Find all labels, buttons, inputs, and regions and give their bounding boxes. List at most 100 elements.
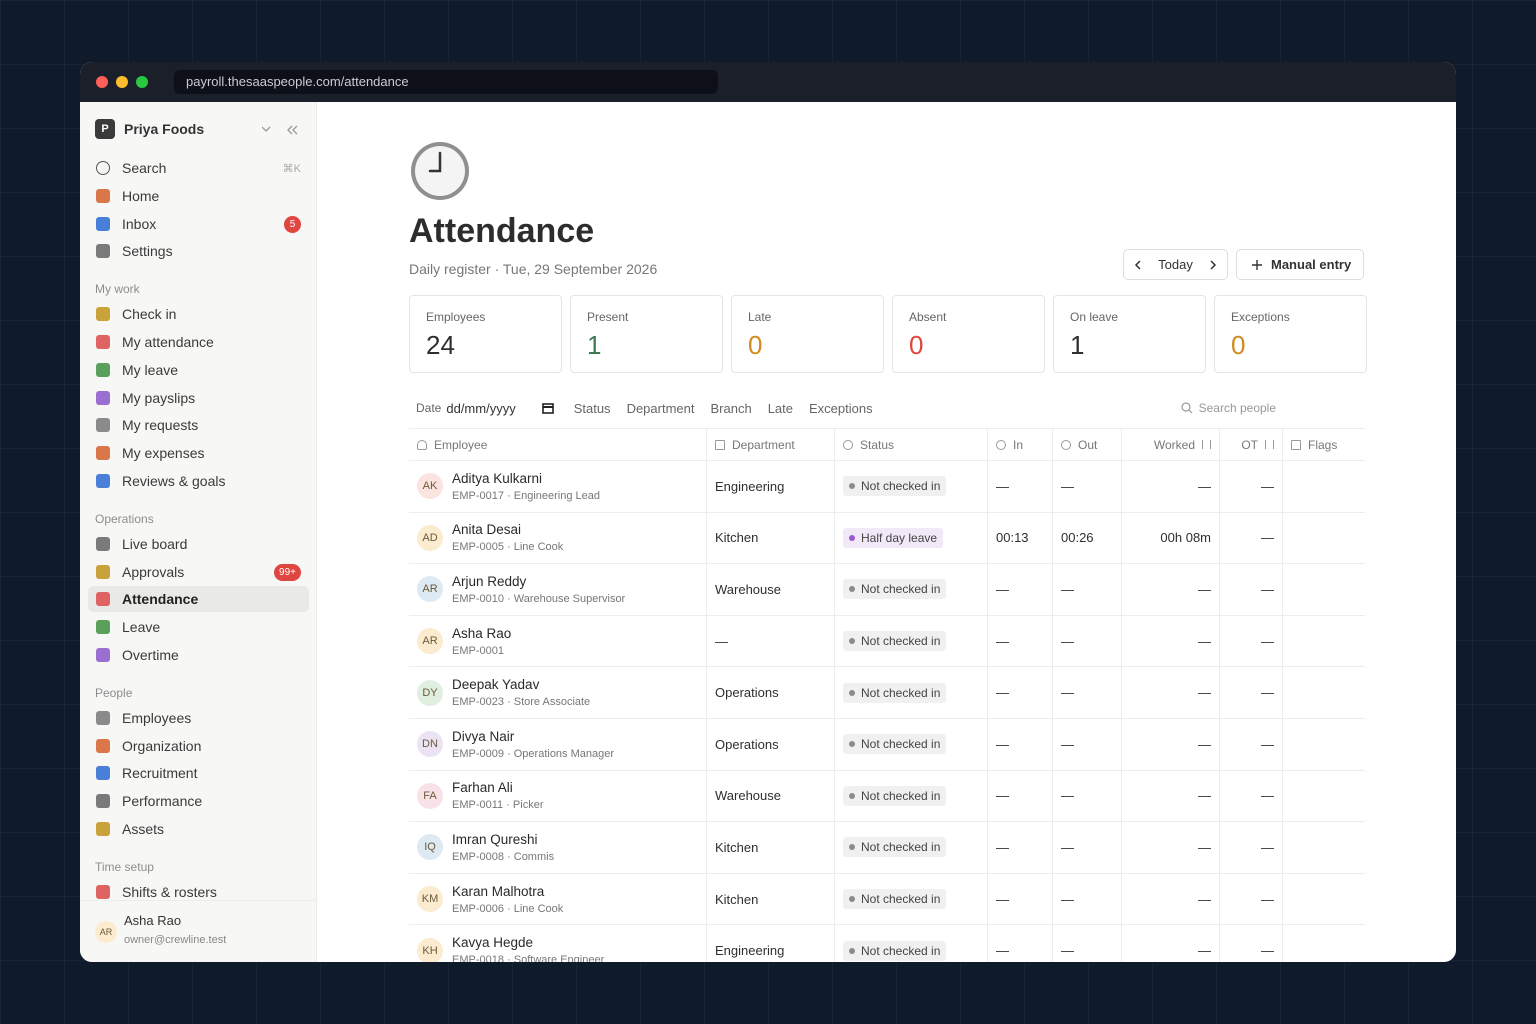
sidebar-controls[interactable] [262, 124, 302, 136]
filter[interactable]: Status [573, 400, 611, 416]
time-ot: — [1220, 822, 1283, 873]
workspace-icon: P [95, 119, 115, 139]
nav-item[interactable]: Overtime [88, 642, 309, 668]
column-header[interactable]: Out [1053, 429, 1122, 460]
time-out: — [1053, 564, 1122, 615]
time-out: — [1053, 718, 1122, 770]
stat-label: Employees [426, 310, 486, 324]
flags [1283, 513, 1365, 564]
employee-name: Aditya Kulkarni [452, 470, 543, 486]
avatar: DY [417, 679, 443, 706]
calendar-icon[interactable] [541, 402, 554, 414]
table-row[interactable]: FA Farhan Ali EMP-0011 · Picker Warehouse No… [409, 770, 1365, 823]
time-worked: — [1122, 615, 1220, 667]
time-in: 00:13 [988, 512, 1053, 564]
search-people[interactable]: Search people [1181, 401, 1276, 415]
manual-entry-button[interactable]: Manual entry [1236, 249, 1364, 280]
nav-label: Check in [122, 306, 177, 323]
table-row[interactable]: DN Divya Nair EMP-0009 · Operations Manage… [409, 718, 1365, 771]
badge: 99+ [274, 563, 301, 581]
nav-item[interactable]: Inbox 5 [88, 211, 309, 237]
nav-item[interactable]: Shifts & rosters [88, 879, 309, 905]
flags [1283, 771, 1365, 822]
nav-item[interactable]: Search ⌘K [88, 155, 309, 181]
employee-cell: DN Divya Nair EMP-0009 · Operations Manage… [409, 718, 707, 770]
next[interactable] [1209, 259, 1217, 270]
stat-label: Absent [909, 310, 947, 324]
table-row[interactable]: KH Kavya Hegde EMP-0018 · Software Enginee… [409, 925, 1365, 962]
time-out: — [1053, 615, 1122, 667]
column-header[interactable]: Worked [1122, 429, 1220, 460]
nav-item[interactable]: Leave [88, 614, 309, 640]
nav-item[interactable]: Settings [88, 238, 309, 264]
employee-detail: EMP-0018 · Software Engineer [452, 954, 605, 962]
column-header[interactable]: Employee [409, 429, 707, 460]
time-worked: — [1122, 461, 1220, 512]
column-label: Worked [1153, 437, 1195, 452]
workspace[interactable]: P Priya Foods [95, 119, 204, 139]
prev[interactable] [1134, 259, 1142, 270]
nav-item[interactable]: Reviews & goals [88, 468, 309, 494]
nav-item[interactable]: My leave [88, 357, 309, 383]
nav-item[interactable]: Organization [88, 733, 309, 759]
employee-name: Asha Rao [452, 625, 512, 641]
status-label: Not checked in [861, 892, 941, 907]
department: Operations [707, 667, 835, 718]
column-header[interactable]: Status [835, 429, 988, 460]
filter[interactable]: Late [767, 400, 793, 416]
user-card[interactable]: AR Asha Rao owner@crewline.test [80, 900, 316, 962]
status-dot [849, 741, 855, 748]
close[interactable] [96, 76, 108, 88]
time-worked: — [1122, 873, 1220, 925]
table-row[interactable]: IQ Imran Qureshi EMP-0008 · Commis Kitchen N… [409, 822, 1365, 874]
column-header[interactable]: OT [1220, 429, 1283, 460]
today[interactable]: Today [1158, 257, 1193, 272]
time-worked: 00h 08m [1122, 512, 1220, 564]
nav-label: Employees [122, 709, 192, 726]
nav-item[interactable]: Assets [88, 816, 309, 842]
nav-label: Overtime [122, 647, 179, 663]
filter[interactable]: Department [626, 400, 695, 416]
maximize[interactable] [136, 76, 148, 88]
address-bar[interactable]: payroll.thesaaspeople.com/attendance [174, 70, 718, 94]
table-row[interactable]: DY Deepak Yadav EMP-0023 · Store Associate… [409, 667, 1365, 719]
date-input[interactable]: dd/mm/yyyy [446, 400, 516, 416]
nav-item[interactable]: Check in [88, 301, 309, 327]
nav-item[interactable]: Performance [88, 788, 309, 814]
nav-item[interactable]: Approvals 99+ [88, 559, 309, 585]
nav-item[interactable]: Attendance [88, 586, 309, 613]
nav-item[interactable]: Recruitment [88, 760, 309, 786]
employee-cell: AR Asha Rao EMP-0001 [409, 615, 707, 667]
table-row[interactable]: AK Aditya Kulkarni EMP-0017 · Engineering … [409, 461, 1365, 513]
user-avatar: AR [95, 921, 117, 943]
stat-card: Late 0 [731, 295, 884, 373]
nav-item[interactable]: My payslips [88, 385, 309, 411]
manual-entry-label: Manual entry [1271, 257, 1352, 272]
status-label: Not checked in [861, 788, 941, 803]
nav-item[interactable]: Employees [88, 705, 309, 731]
table-row[interactable]: AD Anita Desai EMP-0005 · Line Cook Kitchen… [409, 512, 1365, 565]
filter[interactable]: Exceptions [809, 400, 873, 416]
column-header[interactable]: Department [707, 429, 835, 460]
time-in: — [988, 925, 1053, 962]
column-header[interactable]: Flags [1283, 429, 1365, 460]
nav-item[interactable]: My requests [88, 412, 309, 438]
flags [1283, 461, 1365, 512]
minimize[interactable] [116, 76, 128, 88]
table-row[interactable]: AR Arjun Reddy EMP-0010 · Warehouse Superv… [409, 564, 1365, 616]
nav-item[interactable]: My attendance [88, 329, 309, 355]
nav-icon [96, 188, 110, 203]
employee-name: Kavya Hegde [452, 935, 534, 951]
nav-item[interactable]: Home [88, 183, 309, 209]
filter[interactable]: Branch [710, 400, 752, 416]
nav-icon [96, 536, 110, 551]
table-row[interactable]: KM Karan Malhotra EMP-0006 · Line Cook Kitc… [409, 873, 1365, 926]
employee-info: Divya Nair EMP-0009 · Operations Manager [452, 729, 614, 760]
search-placeholder: Search people [1198, 401, 1276, 415]
column-header[interactable]: In [988, 429, 1053, 460]
nav-icon [96, 884, 110, 899]
table-row[interactable]: AR Asha Rao EMP-0001— Not checked in — — — — [409, 615, 1365, 668]
nav-item[interactable]: My expenses [88, 440, 309, 466]
date-nav[interactable]: Today [1123, 249, 1228, 280]
nav-item[interactable]: Live board [88, 531, 309, 557]
